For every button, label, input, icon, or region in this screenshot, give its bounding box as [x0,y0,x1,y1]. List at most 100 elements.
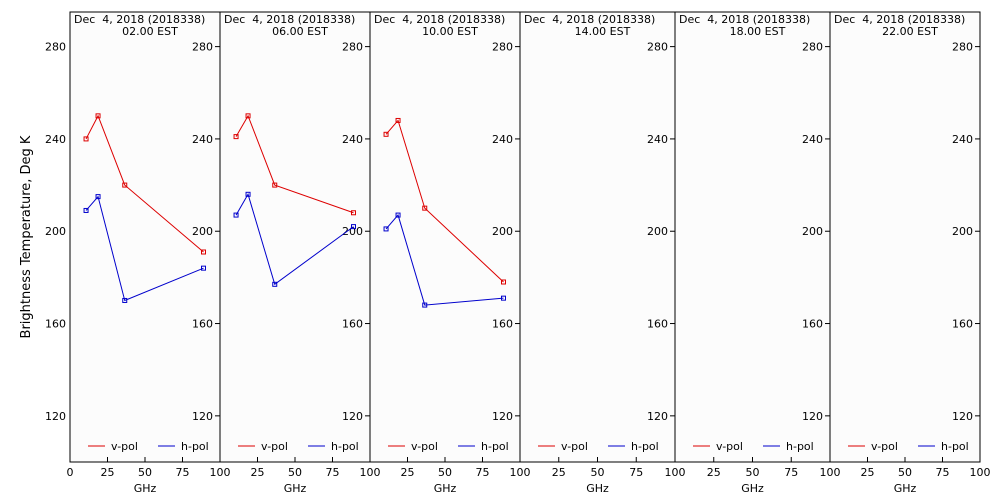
x-tick-label: 25 [552,466,566,479]
panel-y-tick-label: 240 [192,133,213,146]
x-axis-label: GHz [134,482,157,495]
x-tick-label: 75 [784,466,798,479]
x-tick-label: 100 [210,466,231,479]
panel-title-time: 10.00 EST [422,25,478,38]
data-point [351,224,356,230]
panel-frame [69,11,221,463]
data-point [383,131,389,137]
series-line-h-pol [85,195,204,302]
panel-3: Dec 4, 2018 (2018338)10.00 EST 120 160 200 2… [369,11,531,495]
x-tick-label: 100 [970,466,991,479]
panel-5: Dec 4, 2018 (2018338)18.00 EST 120 160 200 2… [674,11,841,495]
panel-y-tick-label: 280 [802,41,823,54]
data-point [245,191,251,197]
legend-label: h-pol [181,440,209,453]
y-tick-label: 240 [45,133,66,146]
panel-y-tick-label: 280 [952,41,973,54]
legend-label: v-pol [871,440,898,453]
panel-y-tick-label: 200 [647,225,668,238]
x-axis-label: GHz [741,482,764,495]
data-point [422,302,428,308]
panel-title-time: 18.00 EST [730,25,786,38]
data-point [272,182,278,188]
data-point [422,205,428,211]
data-point [95,113,101,119]
panel-y-tick-label: 160 [802,318,823,331]
data-point [201,249,206,255]
legend-label: v-pol [411,440,438,453]
panel-y-tick-label: 240 [492,133,513,146]
panel-y-tick-label: 280 [192,41,213,54]
data-point [233,212,239,218]
panel-1: Dec 4, 2018 (2018338)02.00 EST 120 160 200 2… [67,11,231,495]
x-tick-label: 75 [176,466,190,479]
panel-title-date: Dec 4, 2018 (2018338) [74,13,205,26]
data-point [201,265,206,271]
x-axis-label: GHz [894,482,917,495]
panel-title-date: Dec 4, 2018 (2018338) [524,13,655,26]
x-tick-label: 75 [629,466,643,479]
panel-y-tick-label: 120 [492,410,513,423]
panel-y-tick-label: 200 [802,225,823,238]
data-point [83,136,89,142]
panel-frame [369,11,521,463]
data-point [245,113,251,119]
panel-y-tick-label: 160 [192,318,213,331]
x-axis-label: GHz [434,482,457,495]
panel-y-tick-label: 280 [647,41,668,54]
x-tick-label: 25 [707,466,721,479]
panel-y-tick-label: 240 [342,133,363,146]
y-tick-label: 120 [45,410,66,423]
y-tick-label: 280 [45,41,66,54]
x-tick-label: 75 [476,466,490,479]
data-point [501,279,506,285]
data-point [395,212,401,218]
panel-y-tick-label: 120 [192,410,213,423]
x-tick-label: 100 [360,466,381,479]
x-tick-label: 100 [510,466,531,479]
legend-label: h-pol [786,440,814,453]
panel-y-tick-label: 200 [342,225,363,238]
panel-title-time: 22.00 EST [882,25,938,38]
series-line-h-pol [235,193,354,286]
panel-frame [519,11,676,463]
legend-label: v-pol [261,440,288,453]
panel-y-tick-label: 240 [952,133,973,146]
panel-title-time: 06.00 EST [272,25,328,38]
panel-y-tick-label: 280 [492,41,513,54]
x-tick-label: 25 [251,466,265,479]
data-point [501,295,506,301]
data-point [83,207,89,213]
legend: v-pol h-pol [388,440,509,453]
series-line-v-pol [85,114,204,253]
legend-label: h-pol [631,440,659,453]
x-tick-label: 50 [438,466,452,479]
data-point [233,134,239,140]
legend-label: h-pol [481,440,509,453]
panel-y-tick-label: 200 [492,225,513,238]
x-tick-label: 75 [326,466,340,479]
x-tick-label: 25 [101,466,115,479]
legend-label: v-pol [111,440,138,453]
panel-y-tick-label: 200 [192,225,213,238]
x-tick-label: 25 [861,466,875,479]
panel-title-time: 02.00 EST [122,25,178,38]
legend-label: v-pol [716,440,743,453]
panel-y-tick-label: 160 [492,318,513,331]
data-point [395,117,401,123]
panel-2: Dec 4, 2018 (2018338)06.00 EST 120 160 200 2… [219,11,381,495]
panel-title-time: 14.00 EST [575,25,631,38]
x-axis-label: GHz [284,482,307,495]
data-point [383,226,389,232]
x-tick-label: 75 [936,466,950,479]
panel-title-date: Dec 4, 2018 (2018338) [679,13,810,26]
y-tick-label: 200 [45,225,66,238]
x-tick-label: 50 [898,466,912,479]
panel-title-date: Dec 4, 2018 (2018338) [374,13,505,26]
panel-6: Dec 4, 2018 (2018338)22.00 EST 120 160 200 2… [829,11,991,495]
x-tick-label: 50 [138,466,152,479]
series-line-h-pol [385,214,504,306]
panel-y-tick-label: 240 [802,133,823,146]
